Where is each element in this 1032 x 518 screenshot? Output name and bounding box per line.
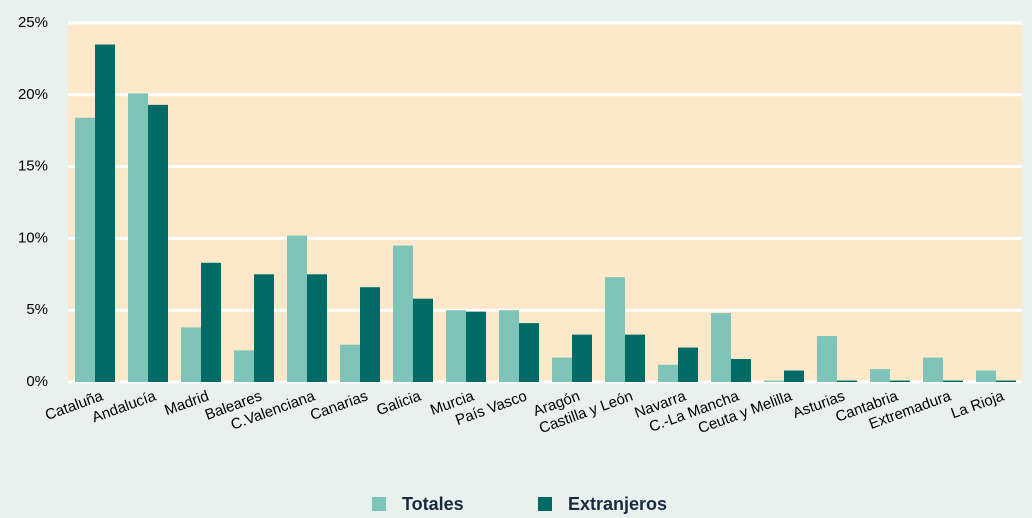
y-tick-label: 25% (18, 14, 48, 31)
bar (287, 235, 307, 382)
bar (446, 310, 466, 382)
bar (784, 370, 804, 382)
y-tick-label: 20% (18, 86, 48, 103)
bar (148, 104, 168, 383)
bar (234, 350, 254, 382)
bar (393, 245, 413, 382)
bar (837, 380, 857, 382)
bar (870, 369, 890, 382)
bar (943, 380, 963, 382)
bar (499, 310, 519, 382)
bar (340, 344, 360, 382)
y-tick-label: 0% (26, 373, 48, 390)
bar (764, 380, 784, 382)
plot-area (68, 23, 1022, 382)
bar (572, 334, 592, 382)
bar (95, 44, 115, 382)
y-tick-label: 5% (26, 301, 48, 318)
bar (552, 357, 572, 382)
bar (201, 262, 221, 382)
bar (658, 364, 678, 382)
bar (254, 274, 274, 382)
bar (711, 313, 731, 382)
bar (307, 274, 327, 382)
bar (75, 117, 95, 382)
y-tick-label: 10% (18, 229, 48, 246)
bar (128, 93, 148, 382)
bar (625, 334, 645, 382)
bar (996, 380, 1016, 382)
legend-swatch (372, 497, 386, 511)
bar (923, 357, 943, 382)
legend-label: Extranjeros (568, 494, 667, 514)
bar (466, 311, 486, 382)
legend-swatch (538, 497, 552, 511)
bar (413, 298, 433, 382)
legend-label: Totales (402, 494, 464, 514)
bar (678, 347, 698, 382)
bar (976, 370, 996, 382)
bar (731, 359, 751, 382)
bar (817, 336, 837, 382)
y-tick-label: 15% (18, 158, 48, 175)
bar (360, 287, 380, 382)
bar (605, 277, 625, 382)
bar (890, 380, 910, 382)
bar (181, 327, 201, 382)
bar (519, 323, 539, 382)
